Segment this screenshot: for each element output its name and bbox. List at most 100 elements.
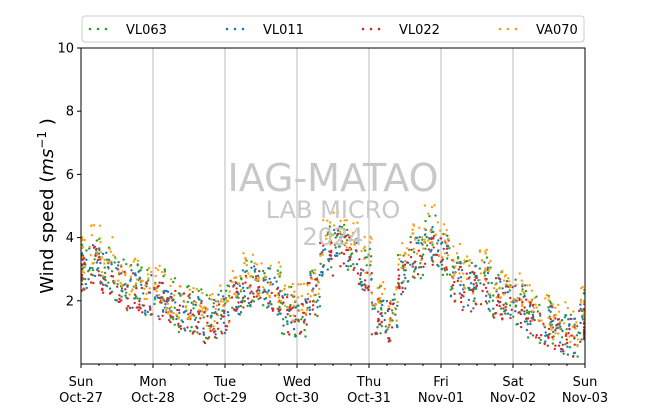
- data-point: [460, 268, 464, 272]
- data-point: [286, 293, 289, 296]
- data-point: [270, 303, 273, 306]
- data-point: [163, 289, 166, 293]
- data-point: [488, 300, 491, 303]
- data-point: [198, 308, 201, 312]
- data-point: [144, 284, 147, 287]
- data-point: [547, 299, 550, 302]
- data-point: [213, 298, 216, 302]
- data-point: [268, 277, 271, 280]
- data-point: [440, 242, 443, 245]
- data-point: [326, 219, 329, 222]
- data-point: [525, 311, 529, 314]
- data-point: [135, 278, 139, 281]
- data-point: [403, 263, 407, 266]
- data-point: [574, 324, 577, 327]
- data-point: [404, 276, 407, 280]
- data-point: [528, 310, 531, 314]
- data-point: [271, 309, 275, 312]
- data-point: [294, 318, 297, 321]
- data-point: [317, 292, 320, 296]
- data-point: [549, 310, 552, 313]
- data-point: [252, 295, 256, 298]
- data-point: [147, 266, 151, 270]
- data-point: [426, 244, 429, 247]
- data-point: [89, 281, 93, 284]
- data-point: [412, 247, 415, 251]
- data-point: [430, 256, 434, 259]
- data-point: [417, 242, 420, 245]
- data-point: [514, 300, 517, 303]
- data-point: [575, 334, 579, 337]
- data-point: [352, 222, 355, 225]
- data-point: [362, 247, 365, 250]
- data-point: [304, 298, 307, 301]
- data-point: [209, 314, 213, 318]
- data-point: [465, 272, 468, 275]
- data-point: [83, 262, 86, 265]
- data-point: [421, 238, 424, 241]
- data-point: [531, 319, 534, 322]
- data-point: [221, 309, 224, 313]
- data-point: [266, 281, 269, 284]
- data-point: [349, 255, 352, 259]
- data-point: [302, 282, 306, 285]
- data-point: [425, 235, 428, 239]
- x-tick-date-label: Oct-31: [347, 391, 391, 406]
- data-point: [357, 230, 360, 233]
- data-point: [518, 272, 521, 275]
- data-point: [257, 286, 260, 289]
- data-point: [194, 303, 197, 307]
- data-point: [308, 308, 311, 312]
- data-point: [103, 275, 107, 279]
- data-point: [359, 274, 362, 277]
- data-point: [99, 274, 103, 277]
- data-point: [415, 236, 419, 239]
- data-point: [359, 272, 363, 275]
- x-tick-day-label: Fri: [433, 375, 449, 390]
- data-point: [572, 310, 575, 313]
- data-point: [548, 332, 551, 336]
- data-point: [401, 286, 404, 290]
- data-point: [166, 302, 170, 305]
- data-point: [547, 306, 550, 309]
- data-point: [429, 229, 432, 233]
- data-point: [140, 266, 143, 269]
- data-point: [352, 268, 355, 272]
- data-point: [319, 254, 322, 257]
- data-point: [447, 238, 450, 241]
- data-point: [473, 278, 476, 282]
- data-point: [250, 266, 253, 269]
- data-point: [510, 300, 513, 304]
- data-point: [315, 284, 318, 287]
- data-point: [153, 298, 157, 301]
- data-point: [102, 283, 105, 286]
- data-point: [523, 310, 526, 313]
- data-point: [423, 240, 426, 244]
- data-point: [339, 265, 342, 268]
- data-point: [348, 234, 351, 238]
- data-point: [390, 326, 394, 329]
- data-point: [485, 248, 488, 251]
- data-point: [520, 308, 523, 312]
- data-point: [448, 273, 452, 276]
- data-point: [367, 254, 371, 257]
- x-tick-date-label: Oct-30: [275, 391, 319, 406]
- data-point: [554, 313, 557, 317]
- data-point: [106, 260, 109, 264]
- data-point: [222, 321, 226, 325]
- data-point: [479, 303, 483, 306]
- data-point: [339, 219, 342, 223]
- data-point: [540, 334, 543, 337]
- data-point: [289, 314, 292, 318]
- data-point: [124, 288, 127, 291]
- data-point: [382, 299, 385, 302]
- data-point: [418, 236, 421, 239]
- data-point: [525, 284, 529, 287]
- data-point: [489, 259, 492, 263]
- data-point: [309, 270, 312, 274]
- data-point: [203, 305, 206, 309]
- data-point: [462, 305, 465, 309]
- data-point: [167, 319, 171, 322]
- data-point: [484, 277, 487, 281]
- data-point: [571, 355, 575, 358]
